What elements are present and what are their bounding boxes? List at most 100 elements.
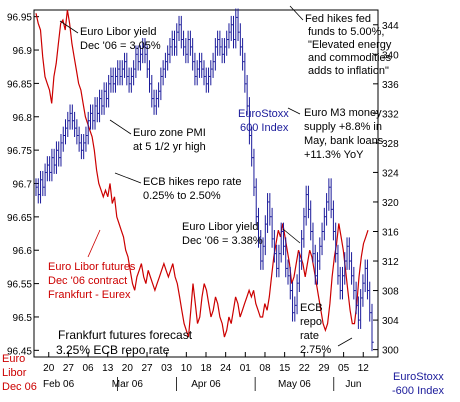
annotation-pmi-line-2: at 5 1/2 yr high — [133, 141, 206, 153]
left-tick-label: 96.65 — [7, 213, 32, 224]
x-tick-label: 01 — [240, 363, 252, 374]
annotation-libor-338-pointer — [282, 228, 301, 244]
x-month-label: May 06 — [278, 379, 311, 390]
x-tick-label: 05 — [338, 363, 350, 374]
x-tick-label: 03 — [161, 363, 173, 374]
x-month-label: Feb 06 — [43, 379, 75, 390]
eurostoxx-600-series — [35, 8, 374, 352]
annotation-fed-line-2: funds to 5.00%, — [308, 26, 384, 38]
right-tick-label: 344 — [382, 21, 399, 32]
right-axis-title-line-1: EuroStoxx — [393, 371, 444, 383]
annotation-libor-338: Euro Libor yield Dec '06 = 3.38% — [182, 221, 301, 247]
annotation-ecb-hike-line-1: ECB hikes repo rate — [143, 176, 241, 188]
right-tick-label: 336 — [382, 80, 399, 91]
x-tick-label: 08 — [259, 363, 271, 374]
right-tick-label: 320 — [382, 198, 399, 209]
x-tick-label: 29 — [318, 363, 330, 374]
right-tick-label: 312 — [382, 257, 399, 268]
left-tick-label: 96.85 — [7, 79, 32, 90]
annotation-futures-line-3: Frankfurt - Eurex — [48, 289, 131, 301]
x-tick-label: 13 — [102, 363, 114, 374]
annotation-stoxx-line-1: EuroStoxx — [238, 108, 289, 120]
left-axis-title-line-3: Dec 06 — [2, 381, 37, 393]
annotation-futures: Euro Libor futures Dec '06 contract Fran… — [48, 229, 136, 301]
x-month-label: Apr 06 — [191, 379, 221, 390]
annotation-libor-305-line-2: Dec '06 = 3.05% — [80, 40, 161, 52]
left-tick-label: 96.55 — [7, 280, 32, 291]
left-axis-title: Euro Libor Dec 06 — [2, 353, 37, 393]
x-month-label: Mar 06 — [112, 379, 144, 390]
annotation-fed-line-3: "Elevated energy — [308, 39, 392, 51]
annotation-ecb-repo-line-1: ECB — [300, 302, 323, 314]
x-tick-label: 10 — [181, 363, 193, 374]
x-tick-label: 06 — [82, 363, 94, 374]
annotation-libor-338-line-2: Dec '06 = 3.38% — [182, 235, 263, 247]
annotation-futures-line-1: Euro Libor futures — [48, 261, 136, 273]
annotation-ecb-repo: ECB repo rate 2.75% — [300, 302, 353, 356]
annotation-frankfurt: Frankfurt futures forecast 3.25% ECB rep… — [56, 328, 193, 357]
right-tick-label: 304 — [382, 316, 399, 327]
annotation-fed-pointer — [289, 5, 304, 21]
annotation-stoxx-line-2: 600 Index — [240, 122, 289, 134]
right-axis: 344 340 336 332 328 324 320 316 312 308 304 300 — [373, 21, 399, 357]
left-tick-label: 96.75 — [7, 146, 32, 157]
annotation-m3: Euro M3 money supply +8.8% in May, bank … — [287, 107, 384, 161]
left-tick-label: 96.5 — [13, 313, 33, 324]
x-tick-label: 12 — [358, 363, 370, 374]
annotation-ecb-hike-pointer — [114, 172, 142, 184]
annotation-fed-line-1: Fed hikes fed — [305, 13, 371, 25]
annotation-futures-pointer — [87, 229, 101, 258]
right-tick-label: 316 — [382, 227, 399, 238]
left-tick-label: 96.7 — [13, 180, 33, 191]
x-axis: 20 27 06 13 20 27 03 10 18 24 01 08 15 22 29 05 12 Feb 06… — [43, 352, 369, 391]
right-tick-label: 308 — [382, 287, 399, 298]
annotation-libor-305: Euro Libor yield Dec '06 = 3.05% — [59, 20, 161, 52]
right-tick-label: 332 — [382, 109, 399, 120]
annotation-m3-pointer — [287, 107, 301, 115]
annotation-pmi-line-1: Euro zone PMI — [133, 127, 206, 139]
x-tick-label: 20 — [122, 363, 134, 374]
x-tick-label: 24 — [220, 363, 232, 374]
annotation-libor-338-line-1: Euro Libor yield — [182, 221, 258, 233]
annotation-fed-line-4: and commodities — [308, 52, 392, 64]
right-axis-title-line-2: -600 Index — [392, 385, 444, 397]
left-tick-label: 96.6 — [13, 246, 33, 257]
left-tick-label: 96.8 — [13, 113, 33, 124]
annotation-ecb-repo-pointer — [337, 337, 353, 347]
left-axis-title-line-1: Euro — [2, 353, 25, 365]
right-tick-label: 300 — [382, 346, 399, 357]
x-tick-label: 20 — [43, 363, 55, 374]
annotation-frankfurt-line-1: Frankfurt futures forecast — [58, 328, 193, 342]
annotation-fed: Fed hikes fed funds to 5.00%, "Elevated … — [289, 5, 392, 77]
right-tick-label: 324 — [382, 168, 399, 179]
annotation-ecb-hike: ECB hikes repo rate 0.25% to 2.50% — [114, 172, 241, 202]
annotation-m3-line-2: supply +8.8% in — [304, 121, 382, 133]
x-tick-label: 18 — [200, 363, 212, 374]
annotation-frankfurt-line-2: 3.25% ECB repo rate — [56, 343, 170, 357]
x-tick-label: 27 — [141, 363, 153, 374]
left-tick-label: 96.95 — [7, 13, 32, 24]
left-tick-label: 96.9 — [13, 46, 33, 57]
right-tick-label: 340 — [382, 50, 399, 61]
left-tick-label: 96.45 — [7, 346, 32, 357]
left-axis: 96.95 96.9 96.85 96.8 96.75 96.7 96.65 96.6 96.5… — [7, 13, 39, 357]
right-axis-title: EuroStoxx -600 Index — [392, 371, 444, 397]
x-tick-label: 15 — [279, 363, 291, 374]
annotation-ecb-hike-line-2: 0.25% to 2.50% — [143, 190, 221, 202]
annotation-ecb-repo-line-2: repo — [300, 316, 322, 328]
annotation-pmi-pointer — [109, 119, 132, 135]
annotation-libor-305-line-1: Euro Libor yield — [80, 26, 156, 38]
annotation-ecb-repo-line-3: rate — [300, 330, 319, 342]
annotation-stoxx: EuroStoxx 600 Index — [238, 108, 289, 134]
annotation-m3-line-1: Euro M3 money — [304, 107, 382, 119]
x-tick-label: 22 — [299, 363, 311, 374]
left-axis-title-line-2: Libor — [2, 367, 27, 379]
annotation-fed-line-5: adds to inflation" — [308, 65, 389, 77]
annotation-ecb-repo-line-4: 2.75% — [300, 344, 331, 356]
x-month-label: Jun — [345, 379, 361, 390]
right-tick-label: 328 — [382, 139, 399, 150]
annotation-m3-line-3: May, bank loans — [304, 135, 384, 147]
x-tick-label: 27 — [63, 363, 75, 374]
annotation-libor-305-pointer — [59, 20, 79, 34]
